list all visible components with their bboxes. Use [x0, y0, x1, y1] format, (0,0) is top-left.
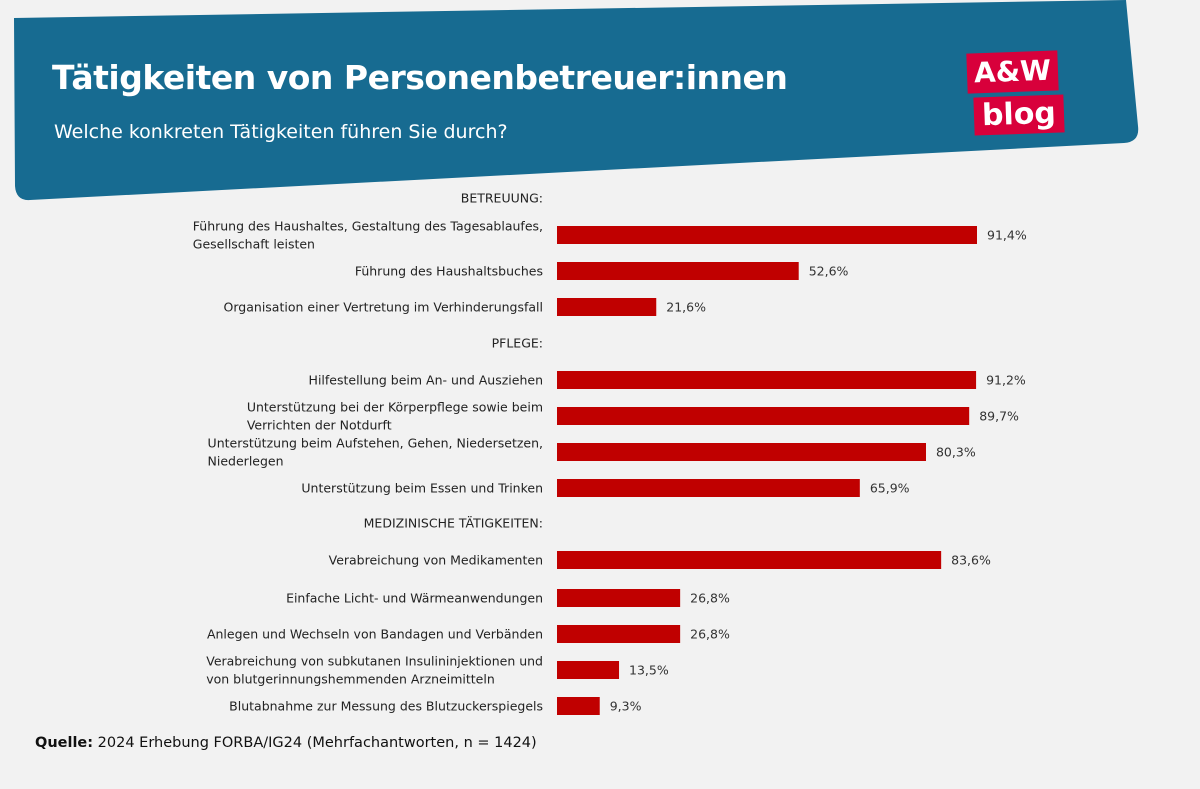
source-note: Quelle: 2024 Erhebung FORBA/IG24 (Mehrfa…	[35, 735, 537, 751]
bar	[557, 298, 657, 316]
bar	[557, 262, 799, 280]
category-label: Verabreichung von Medikamenten	[329, 553, 543, 568]
bar	[557, 661, 620, 679]
value-label: 91,4%	[987, 228, 1027, 243]
bar	[557, 371, 977, 389]
bar	[557, 551, 942, 569]
value-label: 9,3%	[610, 699, 642, 714]
category-label: Organisation einer Vertretung im Verhind…	[224, 300, 543, 315]
chart-title: Tätigkeiten von Personenbetreuer:innen	[52, 58, 788, 97]
header-banner	[14, 0, 1139, 201]
category-label: Einfache Licht- und Wärmeanwendungen	[286, 591, 543, 606]
section-label: BETREUUNG:	[461, 191, 543, 206]
value-label: 26,8%	[690, 591, 730, 606]
header-banner-shape	[14, 0, 1139, 201]
category-label: Gesellschaft leisten	[193, 237, 315, 252]
chart-subtitle: Welche konkreten Tätigkeiten führen Sie …	[54, 121, 508, 143]
category-label: Anlegen und Wechseln von Bandagen und Ve…	[207, 627, 543, 642]
source-text: 2024 Erhebung FORBA/IG24 (Mehrfachantwor…	[97, 735, 537, 751]
source-label: Quelle:	[35, 735, 94, 751]
category-label: Verabreichung von subkutanen Insulininje…	[206, 654, 543, 669]
category-label: Blutabnahme zur Messung des Blutzuckersp…	[229, 699, 543, 714]
category-label: Hilfestellung beim An- und Ausziehen	[309, 373, 543, 388]
bar	[557, 226, 977, 244]
value-label: 91,2%	[986, 373, 1026, 388]
bar	[557, 697, 600, 715]
bar	[557, 407, 970, 425]
category-label: Unterstützung beim Aufstehen, Gehen, Nie…	[208, 436, 543, 451]
value-label: 83,6%	[951, 553, 991, 568]
section-label: PFLEGE:	[492, 336, 543, 351]
bar	[557, 625, 681, 643]
category-label: Unterstützung bei der Körperpflege sowie…	[247, 400, 543, 415]
value-label: 13,5%	[629, 663, 669, 678]
value-label: 52,6%	[809, 264, 849, 279]
bar	[557, 443, 926, 461]
category-label: Unterstützung beim Essen und Trinken	[301, 481, 543, 496]
category-label: von blutgerinnungshemmenden Arzneimittel…	[206, 672, 495, 687]
section-label: MEDIZINISCHE TÄTIGKEITEN:	[364, 516, 543, 531]
bar	[557, 589, 681, 607]
category-label: Niederlegen	[208, 454, 284, 469]
category-label: Führung des Haushaltes, Gestaltung des T…	[193, 219, 543, 234]
value-label: 26,8%	[690, 627, 730, 642]
category-label: Verrichten der Notdurft	[247, 418, 392, 433]
value-label: 21,6%	[666, 300, 706, 315]
value-label: 80,3%	[936, 445, 976, 460]
category-label: Führung des Haushaltsbuches	[355, 264, 543, 279]
value-label: 89,7%	[979, 409, 1019, 424]
value-label: 65,9%	[870, 481, 910, 496]
bar	[557, 479, 860, 497]
